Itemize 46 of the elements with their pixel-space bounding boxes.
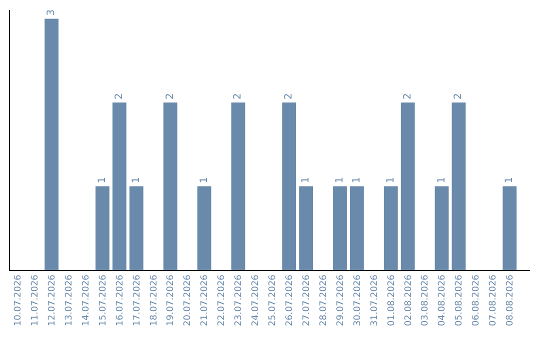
x-tick-label: 18.07.2026 (149, 274, 160, 326)
data-label: 1 (351, 176, 362, 184)
data-label: 2 (453, 93, 464, 100)
data-label: 1 (198, 176, 210, 184)
x-tick-label: 23.07.2026 (234, 274, 244, 326)
x-tick-label: 10.07.2026 (14, 274, 24, 326)
x-tick-label: 15.07.2026 (98, 274, 108, 326)
x-tick-label: 12.07.2026 (47, 274, 58, 326)
x-tick-label: 06.08.2026 (472, 274, 482, 326)
x-tick-label: 25.07.2026 (268, 274, 278, 326)
x-tick-label: 22.07.2026 (217, 274, 228, 326)
x-tick-label: 11.07.2026 (30, 274, 41, 326)
data-label: 3 (46, 9, 58, 16)
data-label: 2 (164, 93, 176, 100)
x-tick-label: 05.08.2026 (454, 274, 465, 326)
x-tick-label: 03.08.2026 (420, 274, 431, 326)
data-label: 1 (130, 176, 142, 184)
x-tick-label: 07.08.2026 (488, 274, 499, 326)
data-label: 1 (334, 176, 346, 184)
x-tick-label: 14.07.2026 (81, 274, 92, 326)
x-tick-label: 17.07.2026 (132, 274, 142, 326)
x-tick-label: 29.07.2026 (336, 274, 346, 326)
data-label: 2 (284, 93, 295, 100)
data-label: 2 (114, 93, 125, 100)
x-tick-label: 24.07.2026 (251, 274, 262, 326)
x-tick-label: 02.08.2026 (404, 274, 414, 326)
data-label: 2 (232, 93, 244, 100)
data-label: 1 (300, 176, 312, 184)
x-tick-label: 31.07.2026 (370, 274, 380, 326)
x-tick-label: 13.07.2026 (64, 274, 74, 326)
x-tick-label: 08.08.2026 (506, 274, 516, 326)
x-tick-label: 16.07.2026 (115, 274, 126, 326)
x-tick-label: 21.07.2026 (200, 274, 210, 326)
x-tick-label: 26.07.2026 (285, 274, 296, 326)
data-label: 1 (385, 176, 396, 184)
x-tick-label: 01.08.2026 (386, 274, 397, 326)
x-tick-label: 27.07.2026 (302, 274, 312, 326)
x-tick-label: 19.07.2026 (166, 274, 176, 326)
data-label: 1 (504, 176, 516, 184)
data-label: 1 (96, 176, 108, 184)
x-tick-label: 20.07.2026 (183, 274, 194, 326)
data-label: 2 (402, 93, 414, 100)
x-tick-label: 28.07.2026 (318, 274, 329, 326)
data-label: 1 (436, 176, 448, 184)
x-tick-label: 04.08.2026 (438, 274, 448, 326)
x-tick-label: 30.07.2026 (352, 274, 363, 326)
